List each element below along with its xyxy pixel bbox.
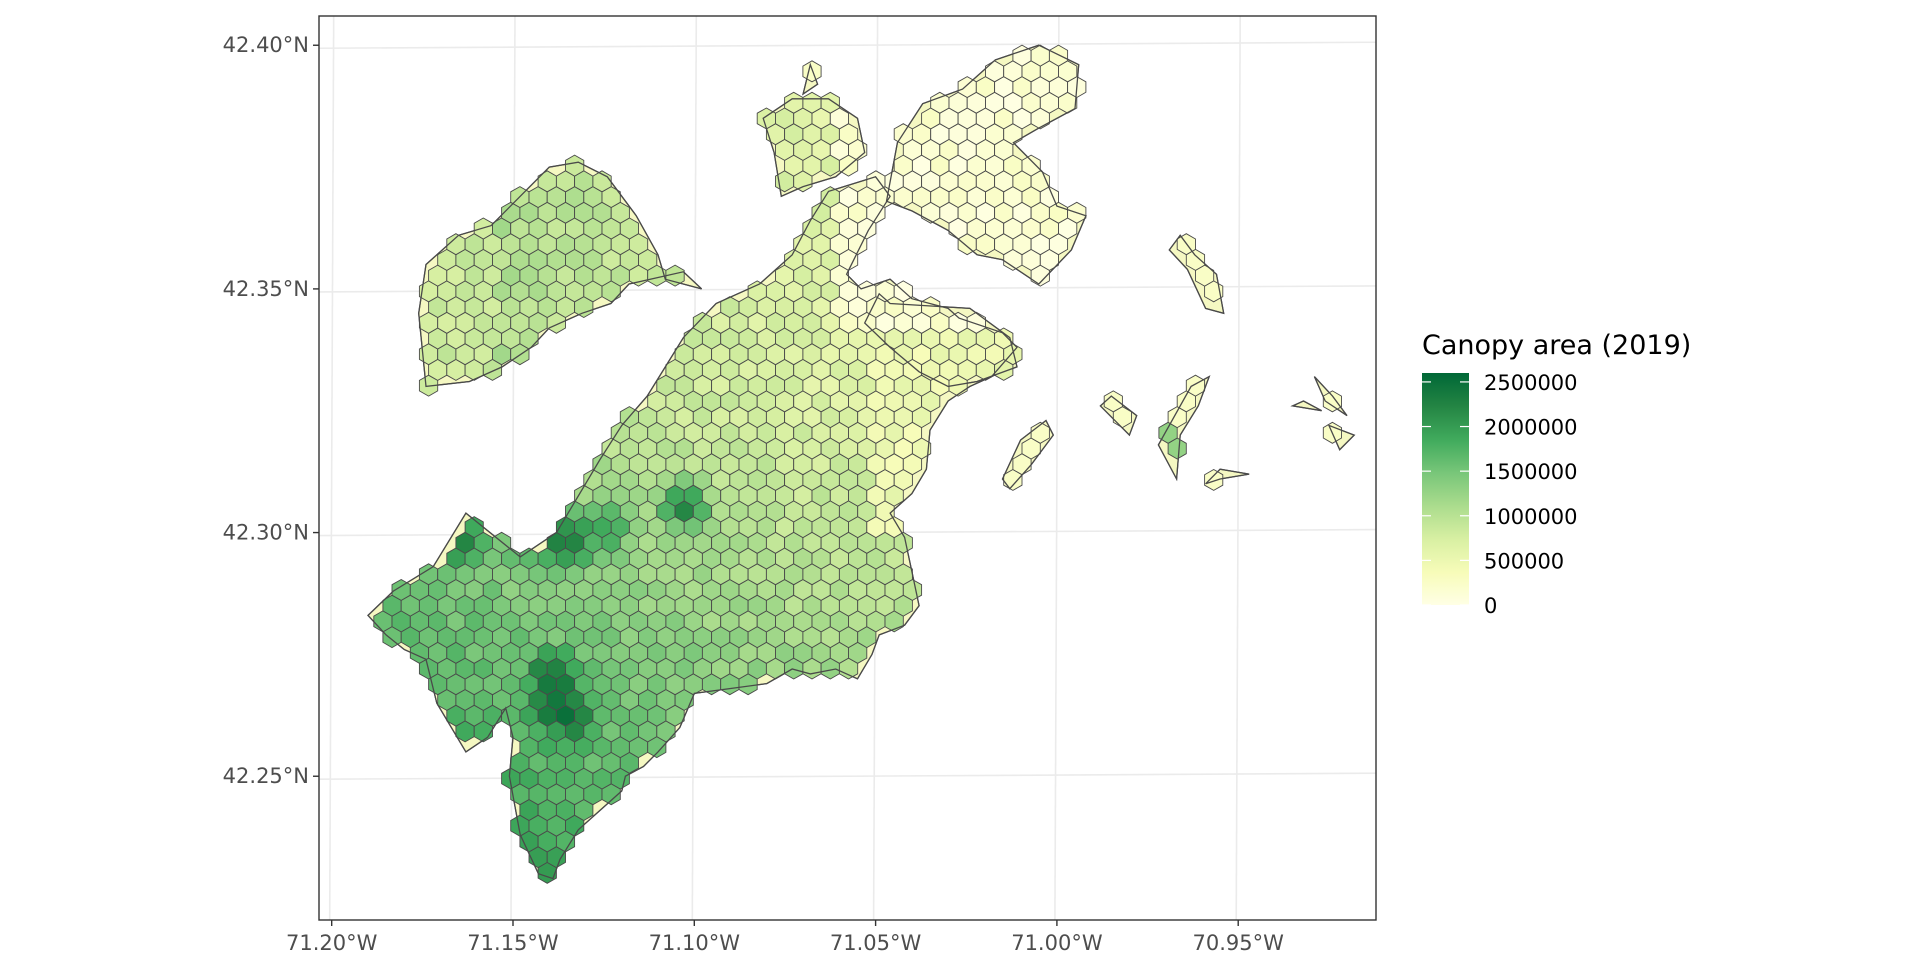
- coastline-outline: [863, 292, 1018, 388]
- longitude-tick-label: 70.95°W: [1193, 931, 1285, 955]
- hex-cell: [1204, 468, 1224, 491]
- legend-break-label: 2000000: [1484, 416, 1578, 440]
- hex-cell: [820, 186, 840, 209]
- coastline-outline: [1168, 234, 1225, 315]
- hex-cell: [1103, 390, 1123, 413]
- coastline-outline: [418, 161, 703, 388]
- latitude-tick-label: 42.30°N: [223, 521, 309, 545]
- panel-border: [318, 15, 1377, 921]
- graticule-meridian: [328, 16, 335, 920]
- legend-break-label: 1500000: [1484, 460, 1578, 484]
- coastline-outline: [762, 98, 866, 198]
- coastline-outline: [885, 44, 1087, 285]
- hex-cell: [838, 186, 859, 209]
- coastline-outline: [367, 176, 1018, 880]
- hex-cell: [565, 154, 585, 177]
- legend-colorbar: [1422, 373, 1469, 605]
- longitude-axis: 71.20°W 71.15°W 71.10°W 71.05°W 71.00°W 70.95…: [286, 920, 1284, 955]
- hex-cell: [418, 563, 439, 586]
- coastline-outline: [1157, 375, 1211, 482]
- coastline-outline: [1205, 468, 1250, 485]
- coastline-outline: [1099, 395, 1138, 437]
- coastline-outline: [1327, 424, 1356, 451]
- coastline-outline: [1001, 419, 1055, 490]
- legend-title: Canopy area (2019): [1422, 330, 1691, 361]
- graticule-parallel: [319, 772, 1376, 781]
- graticule-meridian: [1054, 16, 1060, 920]
- longitude-tick-label: 71.15°W: [467, 931, 559, 955]
- graticule-meridian: [1235, 16, 1242, 920]
- latitude-tick-label: 42.35°N: [223, 277, 309, 301]
- hex-cell: [921, 296, 941, 319]
- latitude-tick-label: 42.25°N: [223, 764, 309, 788]
- hex-cell: [820, 91, 840, 114]
- graticule-parallel: [319, 41, 1376, 50]
- hex-cell: [857, 280, 877, 303]
- longitude-tick-label: 71.05°W: [830, 931, 922, 955]
- legend-break-label: 2500000: [1484, 371, 1578, 395]
- latitude-axis: 42.40°N 42.35°N 42.30°N 42.25°N: [223, 33, 319, 788]
- coastline-outline: [802, 62, 819, 96]
- longitude-tick-label: 71.00°W: [1011, 931, 1103, 955]
- hex-cell: [464, 516, 484, 539]
- fill-legend: Canopy area (2019) 2500000 2000000 1500000…: [1422, 330, 1691, 618]
- hexbin-cells: [367, 44, 1356, 884]
- latitude-tick-label: 42.40°N: [223, 33, 309, 57]
- hex-cell: [1048, 44, 1069, 67]
- legend-break-label: 1000000: [1484, 505, 1578, 529]
- hex-cell: [1021, 154, 1041, 177]
- longitude-tick-label: 71.20°W: [286, 931, 378, 955]
- coastline-outline: [1290, 400, 1322, 412]
- legend-break-label: 0: [1484, 594, 1497, 618]
- legend-break-label: 500000: [1484, 549, 1564, 573]
- hex-cell: [1185, 374, 1206, 397]
- hex-cell: [802, 91, 822, 114]
- coastline-outline: [1313, 376, 1348, 417]
- longitude-tick-label: 71.10°W: [649, 931, 741, 955]
- hex-cell: [1030, 421, 1050, 444]
- hex-cell: [747, 280, 767, 303]
- hex-cell: [1322, 390, 1342, 413]
